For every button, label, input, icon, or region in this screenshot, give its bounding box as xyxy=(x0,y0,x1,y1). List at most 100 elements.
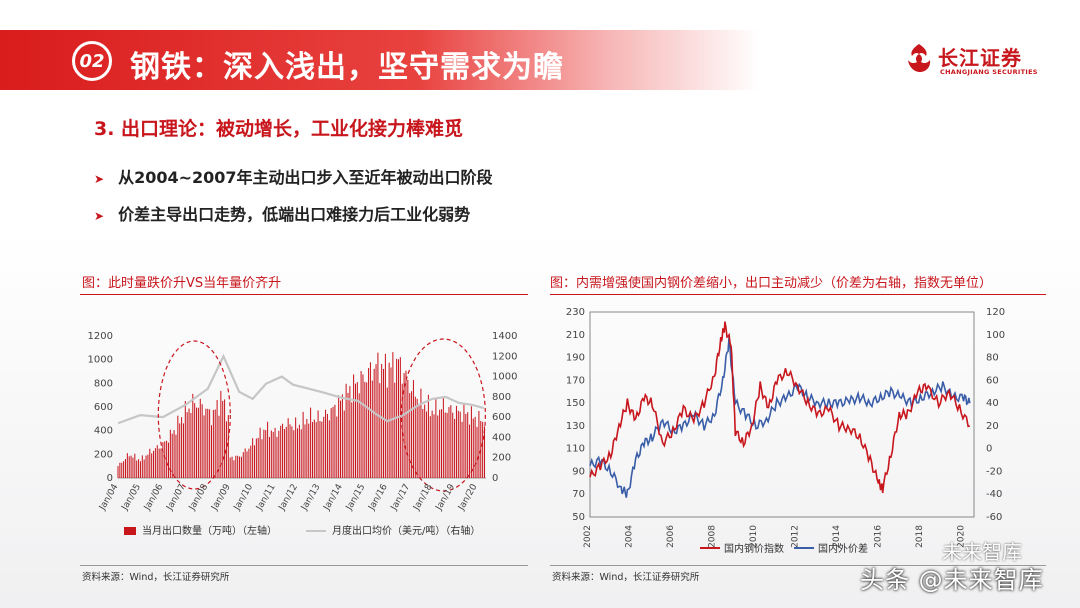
export-volume-bar xyxy=(328,420,330,478)
export-volume-bar xyxy=(167,442,170,478)
export-volume-bar xyxy=(259,427,261,478)
export-volume-bar xyxy=(158,448,160,478)
export-volume-bar xyxy=(282,423,284,478)
export-volume-bar xyxy=(476,426,478,478)
export-volume-bar xyxy=(364,381,366,478)
export-volume-bar xyxy=(399,357,401,478)
export-volume-bar xyxy=(431,410,433,478)
export-volume-bar xyxy=(336,416,338,478)
left-y-tick-label: 150 xyxy=(566,398,585,409)
export-volume-bar xyxy=(414,396,416,478)
export-volume-bar xyxy=(227,415,229,478)
right-y-tick-label: -20 xyxy=(986,466,1002,477)
export-volume-bar xyxy=(287,418,289,478)
right-figure-footer-line xyxy=(550,565,1046,566)
x-tick-label: Jan/19 xyxy=(434,482,457,513)
export-volume-bar xyxy=(171,433,173,478)
export-volume-bar xyxy=(293,430,295,478)
export-volume-bar xyxy=(145,455,147,478)
export-volume-bar xyxy=(362,374,364,478)
export-volume-bar xyxy=(179,423,181,478)
left-figure-footer-line xyxy=(80,565,528,566)
export-volume-bar xyxy=(212,409,214,478)
x-tick-label: Jan/14 xyxy=(322,482,345,513)
left-y-tick-label: 1200 xyxy=(88,331,113,342)
right-y-tick-label: 1000 xyxy=(492,372,517,383)
x-tick-label: Jan/06 xyxy=(142,482,165,513)
export-volume-bar xyxy=(283,429,285,478)
export-volume-bar xyxy=(239,456,241,478)
export-volume-bar xyxy=(225,421,227,478)
export-volume-bar xyxy=(325,409,327,478)
export-volume-bar xyxy=(426,411,428,478)
export-volume-bar xyxy=(386,387,388,478)
export-volume-bar xyxy=(397,359,400,478)
export-volume-bar xyxy=(411,391,413,478)
export-volume-bar xyxy=(278,430,280,478)
x-tick-label: Jan/20 xyxy=(456,482,479,513)
x-tick-label: 2018 xyxy=(915,525,925,548)
export-volume-bar xyxy=(205,408,207,478)
export-volume-bar xyxy=(345,383,347,478)
right-y-tick-label: 800 xyxy=(492,392,511,403)
export-volume-bar xyxy=(175,434,177,478)
left-y-tick-label: 400 xyxy=(94,426,113,437)
right-y-tick-label: 0 xyxy=(492,473,498,484)
export-volume-bar xyxy=(383,369,385,478)
export-volume-bar xyxy=(280,425,282,478)
left-y-tick-label: 90 xyxy=(572,466,585,477)
export-volume-bar xyxy=(302,411,304,478)
x-tick-label: Jan/18 xyxy=(411,482,434,513)
export-volume-bar xyxy=(233,460,235,478)
export-volume-bar xyxy=(188,408,190,478)
export-volume-bar xyxy=(437,415,439,478)
export-volume-bar xyxy=(401,383,403,478)
x-tick-label: Jan/16 xyxy=(367,482,390,513)
logo-text-cn: 长江证券 xyxy=(938,46,1022,70)
export-volume-bar xyxy=(194,403,196,478)
right-figure-title: 图：内需增强使国内钢价差缩小，出口主动减少（价差为右轴，指数无单位） xyxy=(550,276,993,291)
export-volume-bar xyxy=(310,407,312,478)
export-volume-bar xyxy=(317,410,319,478)
left-y-tick-label: 0 xyxy=(107,473,113,484)
highlight-ellipse xyxy=(157,340,231,490)
legend-label: 当月出口数量（万吨）（左轴） xyxy=(142,524,277,537)
export-volume-bar xyxy=(474,416,476,478)
export-volume-bar xyxy=(390,367,392,478)
x-tick-label: 2004 xyxy=(625,525,635,548)
export-volume-bar xyxy=(452,412,454,478)
export-volume-bar xyxy=(240,456,242,478)
export-volume-bar xyxy=(192,393,194,478)
export-volume-bar xyxy=(444,412,446,478)
x-tick-label: Jan/09 xyxy=(209,482,232,513)
export-volume-bar xyxy=(480,420,482,478)
export-volume-bar xyxy=(214,409,216,478)
export-volume-bar xyxy=(132,457,134,478)
export-volume-bar xyxy=(300,429,302,478)
export-volume-bar xyxy=(412,380,414,478)
right-y-tick-label: 1200 xyxy=(492,351,517,362)
export-volume-bar xyxy=(291,426,293,478)
export-volume-bar xyxy=(252,438,254,478)
export-volume-bar xyxy=(418,403,420,478)
x-tick-label: Jan/12 xyxy=(277,483,300,513)
export-volume-bar xyxy=(141,455,143,478)
export-volume-bar xyxy=(139,461,141,478)
domestic-price-index-line xyxy=(589,321,971,494)
export-volume-bar xyxy=(164,441,166,478)
export-volume-bar xyxy=(323,416,325,478)
export-volume-bar xyxy=(231,456,233,478)
export-volume-bar xyxy=(181,417,183,478)
left-figure-title: 图：此时量跌价升VS当年量价齐升 xyxy=(82,276,282,291)
left-figure-source: 资料来源：Wind，长江证券研究所 xyxy=(82,572,230,583)
export-volume-bar xyxy=(465,413,467,478)
left-y-tick-label: 200 xyxy=(94,449,113,460)
export-volume-bar xyxy=(138,459,140,478)
export-volume-bar xyxy=(130,455,132,478)
export-volume-bar xyxy=(420,388,422,478)
export-volume-bar xyxy=(210,425,213,478)
export-volume-bar xyxy=(147,454,149,478)
export-volume-bar xyxy=(224,399,226,478)
export-volume-bar xyxy=(253,445,256,478)
export-volume-bar xyxy=(160,448,162,478)
